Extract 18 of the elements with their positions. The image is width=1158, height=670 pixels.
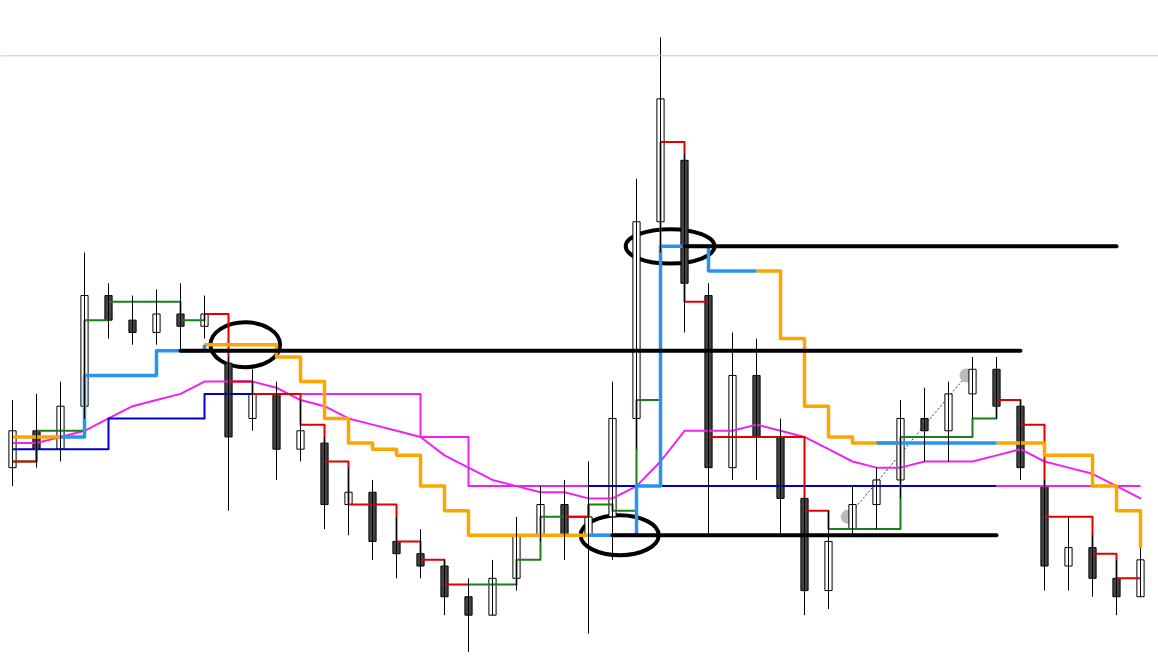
candlestick [272, 381, 281, 481]
candlestick [1088, 534, 1097, 598]
candlestick [920, 387, 929, 463]
candlestick [320, 436, 329, 530]
candlestick [872, 467, 881, 530]
candlestick [944, 381, 953, 463]
candlestick [1136, 547, 1145, 598]
candlestick [488, 559, 497, 616]
candlestick [128, 295, 137, 346]
candlestick [368, 479, 377, 561]
candlestick [1112, 559, 1121, 616]
candlestick [992, 356, 1001, 419]
candlestick [464, 577, 473, 653]
candlestick [392, 516, 401, 579]
candlestick [152, 288, 161, 346]
candlestick [1064, 516, 1073, 592]
candlestick [1040, 479, 1049, 592]
candlestick [296, 399, 305, 463]
